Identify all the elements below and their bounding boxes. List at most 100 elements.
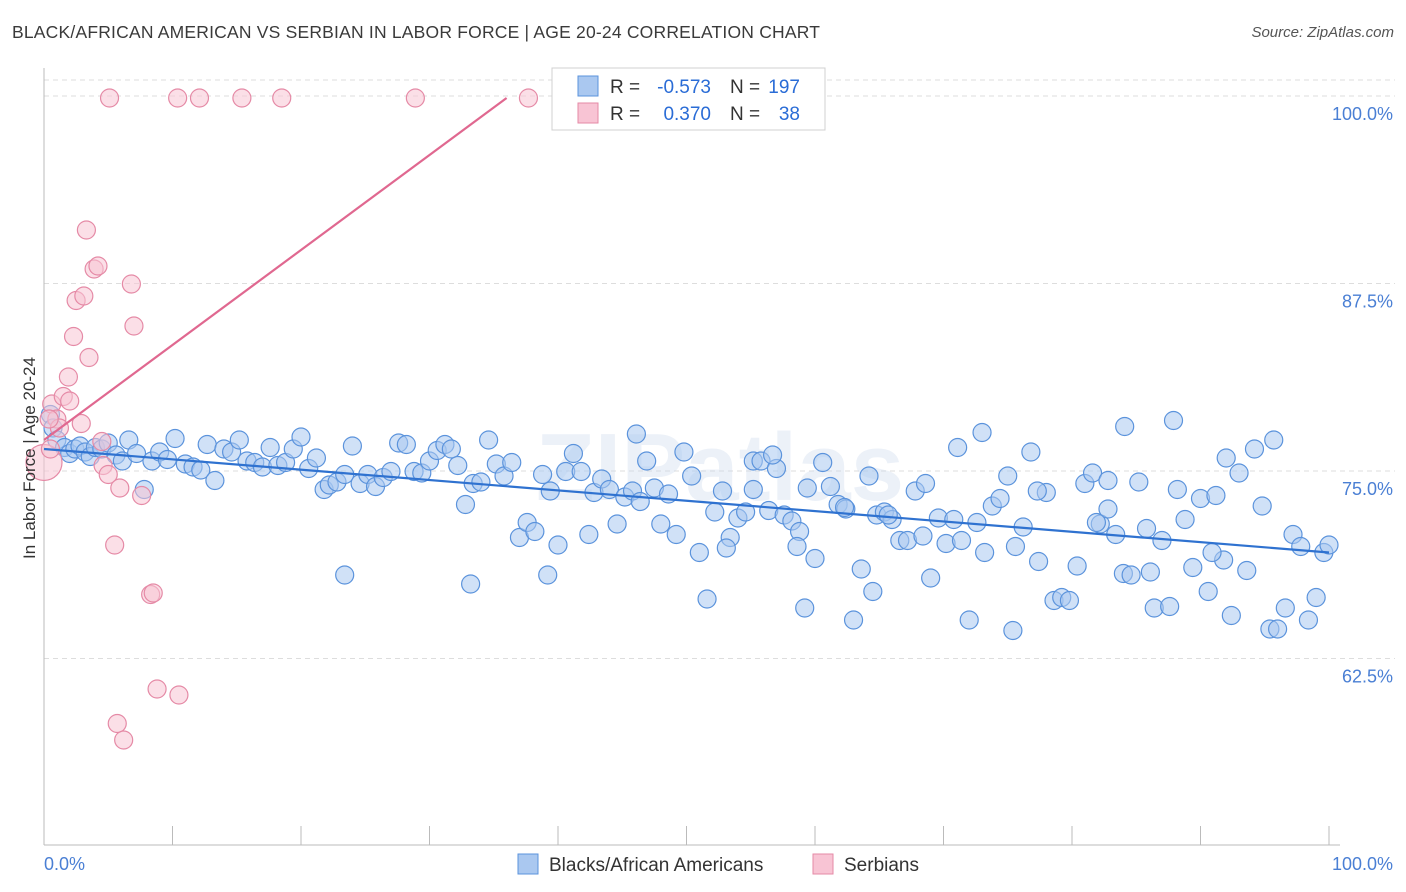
blue-point (1059, 590, 1080, 611)
blue-point (1067, 556, 1087, 576)
blue-point (959, 610, 979, 630)
blue-point (1275, 598, 1295, 618)
x-ticks (43, 826, 1330, 845)
y-tick-label: 62.5% (1342, 667, 1393, 687)
blue-point (479, 430, 499, 450)
blue-point (461, 574, 481, 594)
blue-point (637, 451, 657, 471)
blue-point (1183, 557, 1203, 578)
blue-point (921, 568, 941, 588)
blue-point (795, 598, 815, 618)
blue-point (787, 536, 807, 557)
blue-point (762, 445, 783, 465)
blue-point (1298, 610, 1319, 630)
blue-point (532, 464, 553, 485)
pink-point (60, 391, 80, 411)
blue-point (651, 514, 671, 534)
blue-point (863, 581, 883, 602)
blue-point (1229, 463, 1249, 483)
pink-point (92, 431, 112, 452)
blue-point (1098, 499, 1118, 519)
blue-point (291, 427, 311, 447)
chart-title: BLACK/AFRICAN AMERICAN VS SERBIAN IN LAB… (12, 22, 821, 42)
blue-point (1244, 439, 1265, 459)
blue-point (1252, 496, 1272, 516)
blue-point (689, 542, 709, 563)
blue-point (548, 535, 568, 555)
blue-point (1216, 448, 1236, 468)
blue-point (306, 448, 327, 468)
blue-point (797, 478, 817, 498)
blue-point (990, 488, 1010, 509)
pink-point (405, 88, 425, 108)
pink-point (105, 535, 125, 555)
blue-point (441, 439, 461, 459)
blue-point (229, 430, 249, 450)
legend-n-value-blue: 197 (768, 77, 800, 98)
pink-point (110, 478, 130, 498)
blue-point (1206, 485, 1226, 506)
blue-point (913, 526, 933, 546)
blue-point (967, 512, 987, 533)
blue-point (705, 502, 725, 522)
blue-point (1140, 562, 1160, 582)
pink-point (76, 220, 97, 240)
blue-point (471, 472, 491, 492)
blue-point (666, 524, 686, 545)
x-tick-label-min: 0.0% (44, 854, 85, 874)
legend-r-value-blue: -0.573 (657, 77, 711, 98)
y-tick-label: 87.5% (1342, 292, 1393, 312)
pink-point (98, 464, 118, 485)
blue-point (448, 455, 468, 476)
blue-point (626, 424, 646, 444)
chart-source: Source: ZipAtlas.com (1251, 24, 1394, 41)
blue-point (951, 530, 972, 551)
legend-swatch-pink (577, 102, 599, 124)
pink-point (71, 413, 91, 434)
pink-point (99, 88, 120, 108)
legend-r-value-pink: 0.370 (663, 104, 711, 125)
pink-point (143, 583, 163, 603)
blue-point (1086, 512, 1107, 533)
blue-point (1160, 596, 1180, 617)
blue-point (1003, 620, 1023, 641)
blue-point (1190, 488, 1211, 509)
y-axis-title: In Labor Force | Age 20-24 (20, 357, 39, 559)
bottom-legend-label-pink: Serbians (844, 855, 919, 876)
blue-point (1167, 479, 1187, 500)
blue-point (936, 533, 956, 554)
y-tick-label: 100.0% (1332, 104, 1393, 124)
pink-point (121, 274, 141, 294)
bottom-legend-swatch-pink (812, 853, 834, 875)
blue-point (813, 452, 833, 473)
blue-point (579, 524, 599, 545)
blue-point (1082, 463, 1103, 483)
blue-point (1221, 605, 1241, 626)
pink-trend-line (43, 97, 508, 441)
blue-point (944, 509, 964, 530)
blue-point (834, 497, 855, 518)
pink-point (58, 367, 79, 387)
pink-point (114, 730, 134, 750)
legend-n-label-blue: N = (730, 77, 760, 98)
blue-point (260, 437, 280, 458)
blue-point (396, 434, 416, 455)
blue-point (674, 442, 694, 462)
pink-point (518, 88, 539, 108)
blue-point (1136, 518, 1157, 539)
blue-point (607, 514, 627, 534)
y-tick-label: 75.0% (1342, 479, 1393, 499)
blue-point (975, 542, 995, 563)
blue-point (716, 538, 736, 558)
pink-point (169, 685, 189, 705)
blue-point (1028, 551, 1049, 572)
blue-points (40, 404, 1339, 641)
blue-point (972, 422, 992, 443)
blue-point (859, 466, 879, 486)
blue-point (736, 502, 756, 522)
pink-point (168, 88, 188, 108)
pink-point (147, 679, 167, 699)
pink-point (132, 485, 152, 506)
legend-swatch-blue (577, 75, 599, 97)
